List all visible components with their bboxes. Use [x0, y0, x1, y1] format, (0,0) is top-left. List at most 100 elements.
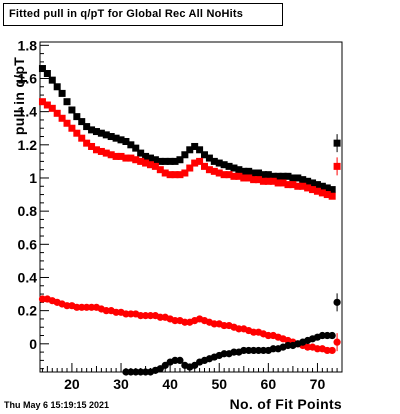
data-point-square [328, 192, 336, 200]
y-tick-label: 0.6 [18, 236, 38, 252]
data-point-square [156, 157, 164, 165]
overflow-point-circle [333, 338, 341, 346]
data-point-square [304, 184, 312, 192]
data-point-square [132, 156, 140, 164]
y-tick-label: 1.4 [18, 104, 38, 120]
data-point-square [112, 134, 120, 142]
data-point-square [78, 118, 86, 126]
data-point-square [38, 65, 46, 73]
data-point-square [313, 181, 321, 189]
data-point-square [299, 176, 307, 184]
data-point-square [137, 149, 145, 157]
y-tick-label: 1.6 [18, 70, 38, 86]
data-point-square [304, 177, 312, 185]
data-point-square [78, 134, 86, 142]
data-point-square [176, 156, 184, 164]
overflow-point-circle [333, 298, 341, 306]
data-point-circle [328, 331, 336, 340]
data-point-square [68, 124, 76, 132]
data-point-square [230, 172, 238, 180]
data-point-square [63, 119, 71, 127]
data-point-square [284, 172, 292, 180]
data-point-square [220, 171, 228, 179]
data-point-square [279, 179, 287, 187]
data-point-square [186, 164, 194, 172]
data-point-square [309, 179, 317, 187]
data-point-square [146, 161, 154, 169]
data-point-square [161, 157, 169, 165]
timestamp: Thu May 6 15:19:15 2021 [4, 400, 110, 410]
data-point-square [171, 157, 179, 165]
data-point-square [259, 177, 267, 185]
data-point-square [88, 142, 96, 150]
x-tick-label: 70 [310, 376, 326, 392]
data-point-square [230, 164, 238, 172]
data-point-square [102, 149, 110, 157]
data-point-square [107, 133, 115, 141]
data-point-square [328, 186, 336, 194]
data-point-square [294, 182, 302, 190]
data-point-square [146, 154, 154, 162]
data-point-square [250, 169, 258, 177]
data-point-square [284, 181, 292, 189]
x-tick-label: 30 [113, 376, 129, 392]
data-point-square [137, 157, 145, 165]
data-point-square [181, 151, 189, 159]
data-point-square [166, 171, 174, 179]
data-point-square [274, 179, 282, 187]
data-point-square [68, 106, 76, 114]
plot-frame [39, 41, 343, 373]
data-point-square [309, 186, 317, 194]
data-point-square [53, 83, 61, 91]
data-point-square [215, 159, 223, 167]
data-point-square [181, 169, 189, 177]
data-point-square [92, 146, 100, 154]
data-point-square [318, 189, 326, 197]
data-point-square [112, 152, 120, 160]
data-point-circle [176, 356, 184, 364]
overflow-point-square [333, 139, 341, 147]
data-point-square [83, 123, 91, 131]
data-point-square [171, 171, 179, 179]
data-point-square [196, 146, 204, 154]
data-point-square [240, 167, 248, 175]
data-point-square [117, 136, 125, 144]
data-point-square [225, 171, 233, 179]
y-tick-label: 1.8 [18, 37, 38, 53]
y-axis: 0 0.2 0.4 0.6 0.8 1 1.2 1.4 1.6 1.8 [18, 37, 49, 370]
data-point-square [43, 70, 51, 78]
data-point-square [210, 157, 218, 165]
data-point-square [122, 137, 130, 145]
data-point-square [88, 126, 96, 134]
data-point-square [259, 171, 267, 179]
data-point-square [97, 129, 105, 137]
x-tick-label: 20 [64, 376, 80, 392]
data-point-square [210, 167, 218, 175]
data-point-square [255, 169, 263, 177]
x-tick-label: 60 [261, 376, 277, 392]
data-point-square [245, 174, 253, 182]
data-point-square [142, 159, 150, 167]
y-tick-label: 0.4 [18, 269, 38, 285]
data-point-square [191, 142, 199, 150]
y-tick-label: 1.2 [18, 137, 38, 153]
data-point-square [299, 182, 307, 190]
data-point-square [92, 128, 100, 136]
data-point-square [240, 174, 248, 182]
data-point-square [225, 162, 233, 170]
data-point-square [264, 171, 272, 179]
data-point-square [235, 172, 243, 180]
data-point-square [97, 147, 105, 155]
data-point-square [201, 162, 209, 170]
x-tick-label: 40 [162, 376, 178, 392]
data-point-square [294, 174, 302, 182]
data-points [38, 65, 341, 376]
data-point-square [142, 152, 150, 160]
data-point-square [215, 169, 223, 177]
data-point-square [132, 144, 140, 152]
data-point-square [117, 152, 125, 160]
data-point-square [269, 177, 277, 185]
data-point-square [107, 151, 115, 159]
y-tick-label: 0.8 [18, 203, 38, 219]
